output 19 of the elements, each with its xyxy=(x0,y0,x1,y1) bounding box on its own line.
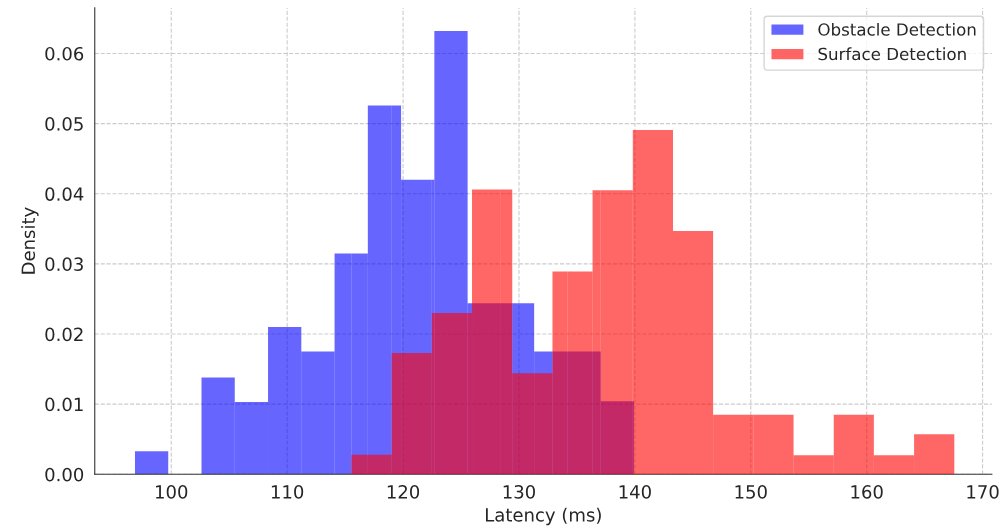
x-tick-label: 140 xyxy=(619,485,651,499)
y-tick-label: 0.01 xyxy=(45,397,83,412)
y-tick-label: 0.03 xyxy=(45,257,83,272)
y-tick-label: 0.05 xyxy=(45,117,83,131)
x-tick-label: 170 xyxy=(967,485,999,499)
x-tick-label: 130 xyxy=(503,485,535,499)
y-tick-label: 0.04 xyxy=(45,187,84,201)
y-tick-label: 0.06 xyxy=(45,46,84,61)
y-tick-label: 0.00 xyxy=(45,467,84,482)
x-tick-label: 150 xyxy=(735,485,767,499)
x-tick-label: 100 xyxy=(156,485,188,499)
x-tick-label: 120 xyxy=(387,485,420,499)
legend-label: Obstacle Detection xyxy=(818,22,976,36)
y-axis-title: Density xyxy=(21,207,39,274)
legend-label: Surface Detection xyxy=(818,47,966,61)
x-tick-label: 110 xyxy=(271,485,304,499)
x-axis-title: Latency (ms) xyxy=(485,507,601,526)
y-tick-label: 0.02 xyxy=(45,327,83,342)
x-tick-label: 160 xyxy=(851,485,883,499)
